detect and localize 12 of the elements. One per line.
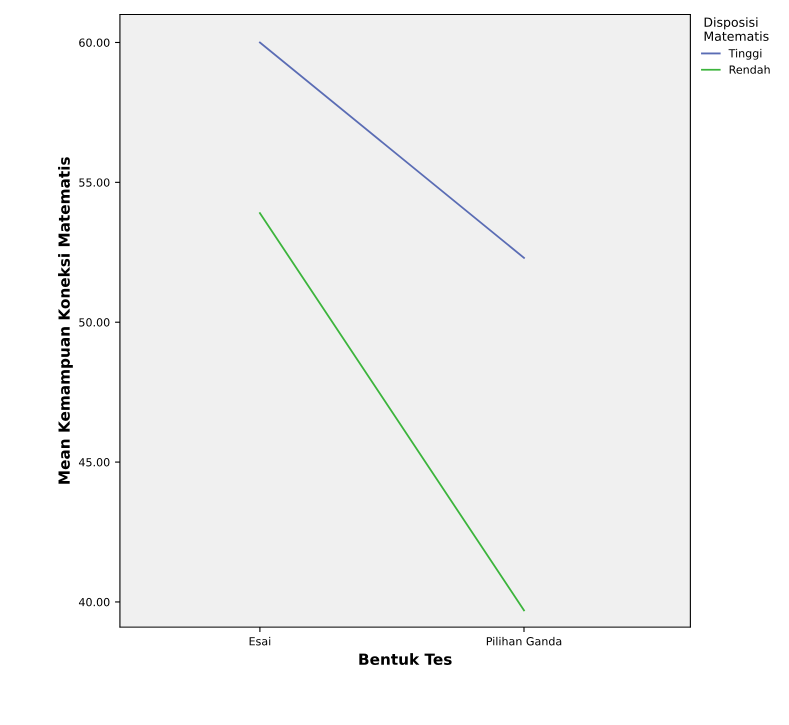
x-tick-label: Esai bbox=[250, 636, 270, 646]
y-tick-label: 45.00 bbox=[78, 458, 110, 466]
x-tick-label: Pilihan Ganda bbox=[486, 636, 562, 646]
legend-title: Disposisi Matematis bbox=[704, 17, 769, 41]
legend-label: Tinggi bbox=[728, 48, 762, 60]
y-tick-label: 40.00 bbox=[78, 598, 110, 606]
y-tick-label: 50.00 bbox=[79, 318, 110, 327]
y-tick-label: 60.00 bbox=[79, 38, 110, 47]
legend-label: Rendah bbox=[730, 65, 770, 74]
y-axis-title: Mean Kemampuan Koneksi Matematis bbox=[58, 157, 73, 484]
x-axis-title: Bentuk Tes bbox=[359, 653, 452, 665]
y-tick-label: 55.00 bbox=[79, 178, 110, 187]
